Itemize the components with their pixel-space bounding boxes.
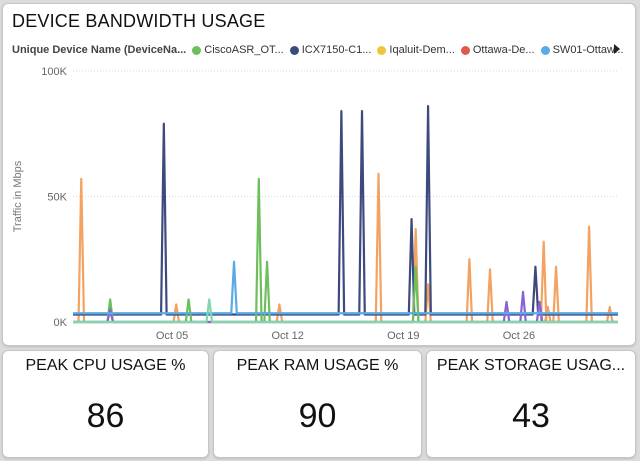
legend-label: SW01-Ottaw...: [552, 44, 624, 56]
y-tick-label: 50K: [47, 192, 67, 204]
legend-swatch: [540, 45, 550, 55]
x-tick-label: Oct 19: [387, 330, 419, 342]
kpi-value-ram: 90: [298, 397, 337, 435]
legend-items: CiscoASR_OT... ICX7150-C1... Iqaluit-Dem..…: [192, 44, 629, 56]
legend-item[interactable]: CiscoASR_OT...: [192, 44, 284, 56]
y-axis-label: Traffic in Mbps: [12, 160, 24, 232]
legend: Unique Device Name (DeviceNa... CiscoASR…: [12, 43, 630, 57]
legend-item[interactable]: SW01-Ottaw...: [540, 44, 624, 56]
legend-label: CiscoASR_OT...: [204, 44, 284, 56]
series-line: [73, 298, 618, 324]
legend-swatch: [289, 45, 299, 55]
series-line: [73, 260, 618, 315]
legend-swatch: [377, 45, 387, 55]
chart-title: DEVICE BANDWIDTH USAGE: [12, 11, 266, 31]
legend-item[interactable]: ICX7150-C1...: [289, 44, 372, 56]
kpi-card-storage[interactable]: PEAK STORAGE USAG... 43: [426, 350, 636, 458]
x-tick-label: Oct 05: [156, 330, 188, 342]
kpi-title-storage: PEAK STORAGE USAG...: [436, 357, 626, 374]
legend-item[interactable]: Iqaluit-Dem...: [377, 44, 455, 56]
series-line: [73, 105, 618, 316]
kpi-title-ram: PEAK RAM USAGE %: [236, 357, 399, 374]
legend-item[interactable]: Ottawa-De...: [460, 44, 535, 56]
bandwidth-chart-card[interactable]: DEVICE BANDWIDTH USAGE Unique Device Nam…: [2, 3, 636, 346]
legend-label: Ottawa-De...: [472, 44, 535, 56]
legend-label: Iqaluit-Dem...: [389, 44, 455, 56]
kpi-title-cpu: PEAK CPU USAGE %: [25, 357, 186, 374]
legend-label: ICX7150-C1...: [301, 44, 372, 56]
x-tick-label: Oct 26: [503, 330, 535, 342]
x-tick-label: Oct 12: [271, 330, 303, 342]
legend-swatch: [460, 45, 470, 55]
y-tick-label: 0K: [54, 317, 68, 329]
kpi-card-cpu[interactable]: PEAK CPU USAGE % 86: [2, 350, 209, 458]
series-line: [73, 177, 618, 324]
legend-swatch: [192, 45, 202, 55]
bandwidth-line-chart[interactable]: 0K 50K 100K Traffic in Mbps Oct 05 Oct 12 Oct …: [3, 59, 635, 344]
kpi-card-ram[interactable]: PEAK RAM USAGE % 90: [213, 350, 422, 458]
kpi-value-storage: 43: [512, 397, 550, 435]
legend-title: Unique Device Name (DeviceNa...: [12, 44, 187, 56]
caret-right-icon[interactable]: [614, 44, 620, 54]
kpi-value-cpu: 86: [86, 397, 125, 435]
y-tick-label: 100K: [41, 66, 67, 78]
